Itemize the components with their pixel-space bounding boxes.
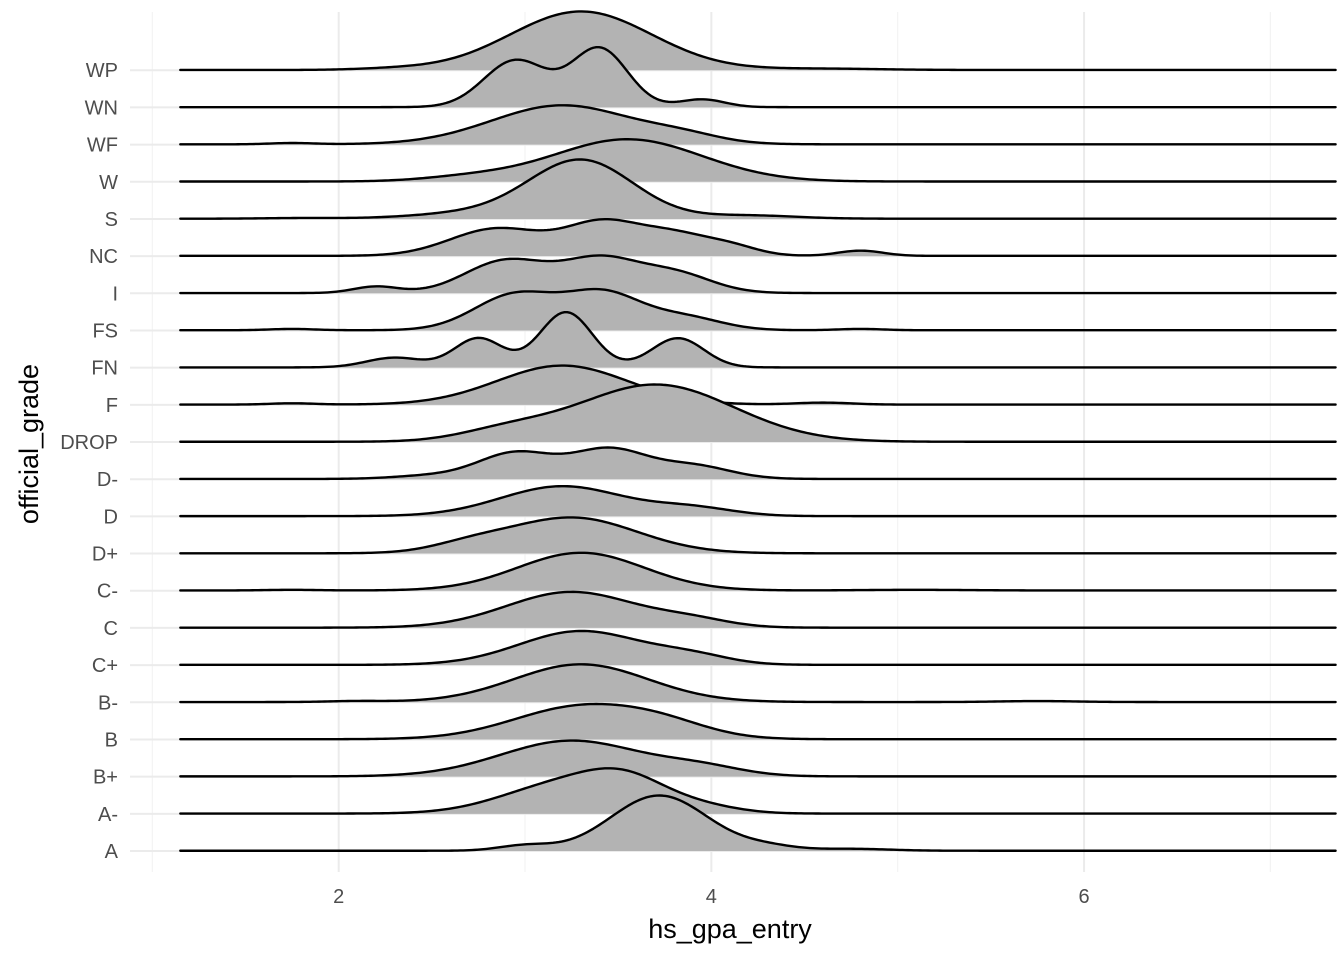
ridge-C+	[179, 629, 1337, 667]
ridges	[179, 10, 1337, 852]
y-tick-label: FN	[91, 358, 118, 380]
ridge-C	[179, 590, 1337, 629]
ridge-line	[179, 739, 1337, 778]
ridge-B+	[179, 739, 1337, 778]
y-tick-label: D+	[92, 544, 118, 566]
ridge-area	[180, 664, 1336, 703]
x-tick-labels: 2 4 6	[333, 886, 1089, 908]
ridge-area	[180, 159, 1336, 219]
ridge-B-	[179, 663, 1337, 704]
ridge-area	[180, 447, 1336, 480]
ridge-line	[179, 287, 1337, 332]
y-tick-label: C	[104, 618, 118, 640]
y-tick-label: S	[105, 209, 118, 231]
ridge-FS	[179, 287, 1337, 332]
ridge-area	[180, 552, 1336, 591]
ridge-area	[180, 591, 1336, 628]
y-tick-labels: A A- B+ B B- C+ C C- D+ D D- DROP F FN FS I NC SW WF WN WP	[60, 60, 118, 863]
y-tick-label: D	[104, 506, 118, 528]
ridge-WF	[179, 104, 1337, 146]
ridge-W	[179, 138, 1337, 183]
ridge-area	[180, 255, 1336, 294]
ridge-area	[180, 517, 1336, 554]
ridge-line	[179, 484, 1337, 518]
ridge-area	[180, 740, 1336, 777]
ridge-area	[180, 139, 1336, 182]
ridge-line	[179, 104, 1337, 146]
ridge-line	[179, 551, 1337, 592]
ridge-D	[179, 484, 1337, 518]
ridge-area	[180, 105, 1336, 145]
ridge-line	[179, 158, 1337, 220]
ridge-line	[179, 516, 1337, 555]
y-tick-label: C-	[97, 581, 118, 603]
ridge-line	[179, 794, 1337, 852]
y-tick-label: A-	[98, 804, 118, 826]
ridge-area	[180, 219, 1336, 257]
x-tick-label: 2	[333, 886, 344, 908]
y-tick-label: D-	[97, 469, 118, 491]
y-tick-label: DROP	[60, 432, 118, 454]
ridge-WP	[179, 10, 1337, 72]
ridge-line	[179, 663, 1337, 704]
y-tick-label: WN	[85, 97, 118, 119]
ridge-B	[179, 702, 1337, 741]
ridge-line	[179, 10, 1337, 72]
ridge-I	[179, 254, 1337, 295]
ridge-line	[179, 310, 1337, 369]
ridge-line	[179, 446, 1337, 481]
ridge-NC	[179, 217, 1337, 258]
ridge-line	[179, 383, 1337, 443]
y-tick-label: B	[105, 729, 118, 751]
ridge-A-	[179, 767, 1337, 815]
ridge-area	[180, 289, 1336, 331]
ridge-area	[180, 47, 1336, 108]
ridge-area	[180, 630, 1336, 666]
ridge-area	[180, 795, 1336, 851]
y-tick-label: I	[112, 283, 118, 305]
ridge-area	[180, 384, 1336, 443]
ridge-D-	[179, 446, 1337, 481]
y-tick-label: FS	[92, 320, 118, 342]
ridge-area	[180, 365, 1336, 405]
ridge-C-	[179, 551, 1337, 592]
ridge-line	[179, 590, 1337, 629]
ridge-area	[180, 312, 1336, 368]
ridge-S	[179, 158, 1337, 220]
y-tick-label: B+	[93, 767, 118, 789]
x-tick-label: 4	[706, 886, 717, 908]
ridge-line	[179, 254, 1337, 295]
ridge-line	[179, 217, 1337, 258]
ridge-line	[179, 702, 1337, 741]
ridge-line	[179, 364, 1337, 406]
y-tick-label: WP	[86, 60, 118, 82]
y-tick-label: A	[105, 841, 119, 863]
y-axis-title: official_grade	[14, 364, 44, 524]
ridge-line	[179, 45, 1337, 109]
ridge-line	[179, 138, 1337, 183]
ridge-line	[179, 629, 1337, 667]
x-tick-label: 6	[1078, 886, 1089, 908]
ridge-A	[179, 794, 1337, 852]
ridge-FN	[179, 310, 1337, 369]
y-tick-label: F	[106, 395, 118, 417]
y-tick-label: WF	[87, 135, 118, 157]
y-tick-label: NC	[89, 246, 118, 268]
ridge-area	[180, 11, 1336, 71]
ridge-area	[180, 704, 1336, 740]
ridge-WN	[179, 45, 1337, 109]
ridge-area	[180, 486, 1336, 517]
y-tick-label: B-	[98, 692, 118, 714]
ridge-F	[179, 364, 1337, 406]
y-tick-label: C+	[92, 655, 118, 677]
y-tick-label: W	[99, 172, 118, 194]
ridge-line	[179, 767, 1337, 815]
ridge-DROP	[179, 383, 1337, 443]
ridge-D+	[179, 516, 1337, 555]
x-axis-title: hs_gpa_entry	[648, 914, 812, 944]
